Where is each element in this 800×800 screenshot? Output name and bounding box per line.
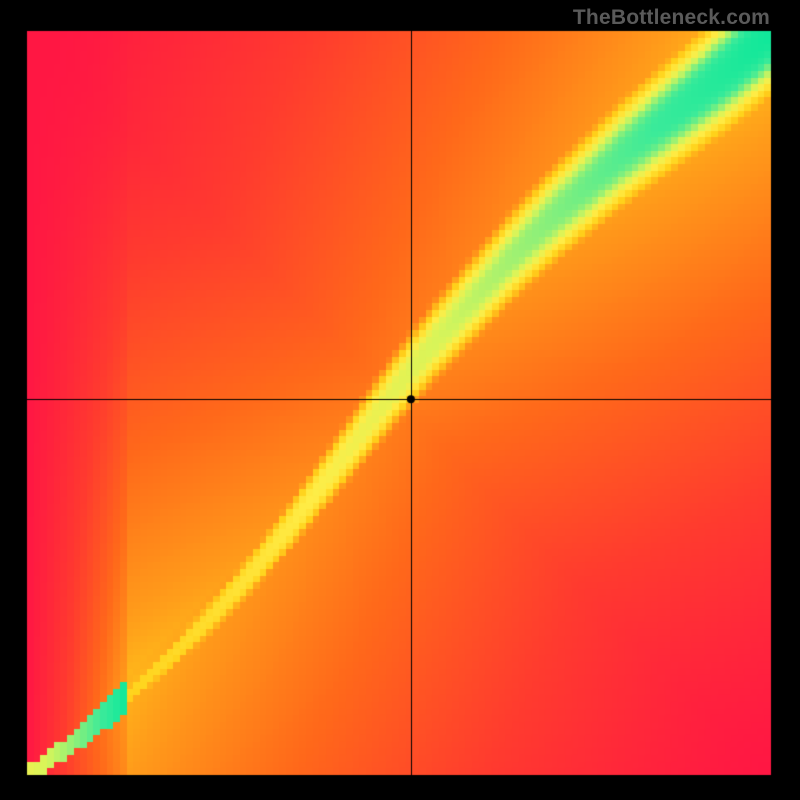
watermark-text: TheBottleneck.com [573,6,770,30]
bottleneck-heatmap [0,0,800,800]
